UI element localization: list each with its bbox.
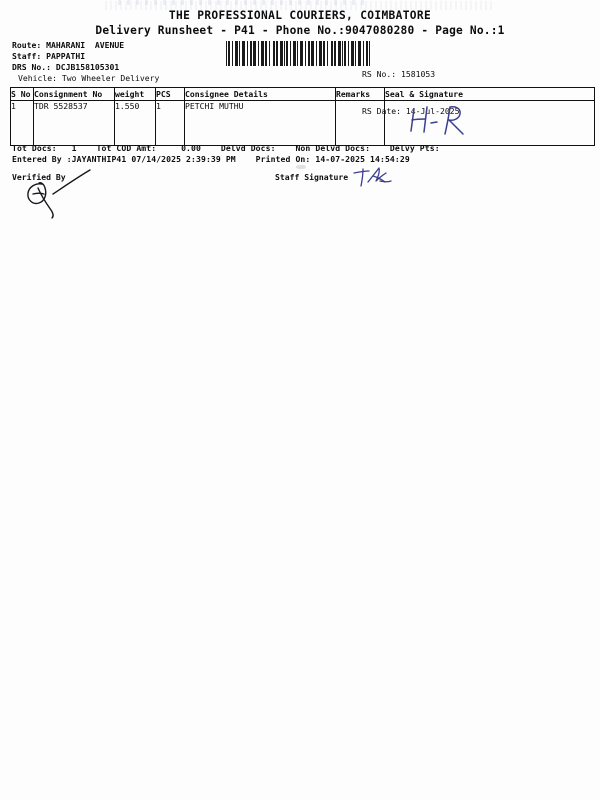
staff-signature-label: Staff Signature [275,172,349,182]
scan-noise-artifact-secondary [118,0,368,5]
barcode-icon [226,41,370,66]
handwritten-seal-initials [410,106,464,135]
column-header-consignee-details: Consignee Details [184,87,336,101]
table-row: 1 TDR 5528537 1.550 1 PETCHI MUTHU [10,100,595,146]
verified-by-signature [27,169,91,219]
cell-consignee-details: PETCHI MUTHU [184,100,336,146]
column-header-consignment-no: Consignment No [33,87,115,101]
company-title: THE PROFESSIONAL COURIERS, COIMBATORE [168,9,432,22]
totals-line: Tot Docs: 1 Tot COD Amt: 0.00 Delvd Docs… [12,143,440,153]
column-header-remarks: Remarks [335,87,385,101]
cell-pcs: 1 [155,100,185,146]
header-meta-left: Route: MAHARANI AVENUE Staff: PAPPATHI D… [12,40,159,84]
document-subtitle: Delivery Runsheet - P41 - Phone No.:9047… [95,24,505,37]
drs-no-line: DRS No.: DCJB158105301 [12,62,120,73]
cell-s-no: 1 [10,100,34,146]
cell-weight: 1.550 [114,100,156,146]
cell-remarks [335,100,385,146]
column-header-seal-signature: Seal & Signature [384,87,595,101]
scan-smudge [296,165,306,169]
consignment-table: S No Consignment No weight PCS Consignee… [10,87,595,146]
column-header-pcs: PCS [155,87,185,101]
scan-noise-artifact [105,1,495,10]
route-line: Route: MAHARANI AVENUE [12,40,125,50]
verified-by-label: Verified By [12,172,66,182]
rs-no-line: RS No.: 1581053 [362,68,436,79]
entered-printed-line: Entered By :JAYANTHIP41 07/14/2025 2:39:… [12,154,410,164]
staff-signature [353,167,392,187]
column-header-weight: weight [114,87,156,101]
table-header-row: S No Consignment No weight PCS Consignee… [10,87,595,101]
column-header-s-no: S No [10,87,34,101]
cell-seal-signature [384,100,595,146]
vehicle-line: Vehicle: Two Wheeler Delivery [18,73,160,84]
staff-line: Staff: PAPPATHI [12,51,86,62]
cell-consignment-no: TDR 5528537 [33,100,115,146]
